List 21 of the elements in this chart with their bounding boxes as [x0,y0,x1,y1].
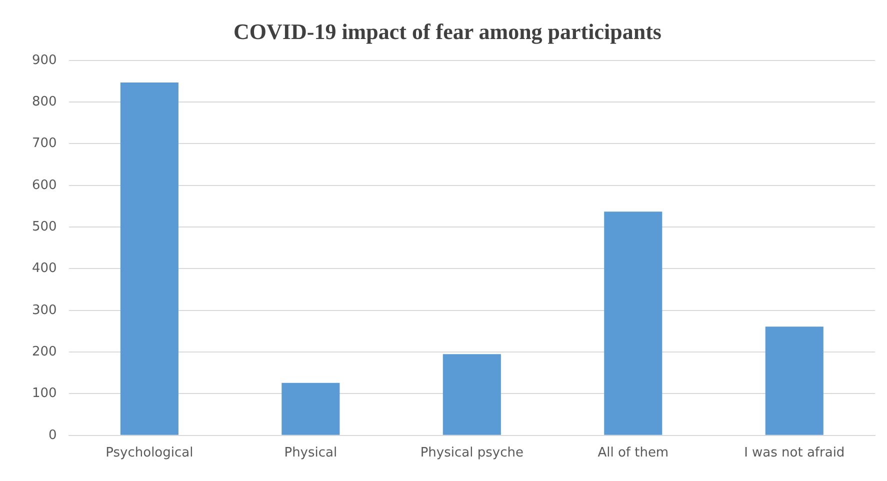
x-tick-label: Physical psyche [420,446,524,461]
bar [765,326,824,435]
x-tick-label: Psychological [106,446,194,461]
y-tick-label: 0 [48,428,57,443]
y-tick-label: 900 [32,52,57,68]
x-tick-label: I was not afraid [744,446,845,461]
x-tick-label: All of them [598,446,669,461]
x-tick-label: Physical [284,446,338,461]
bar [120,82,178,435]
y-tick-label: 400 [32,261,57,276]
y-tick-label: 600 [32,178,57,193]
bar [604,212,662,435]
y-tick-label: 300 [32,302,57,318]
y-tick-label: 800 [32,94,57,110]
bar [282,382,340,435]
y-tick-label: 100 [32,386,57,402]
y-tick-label: 700 [32,136,57,152]
y-tick-label: 500 [32,219,57,234]
y-tick-label: 200 [32,344,57,360]
bar [442,354,501,435]
chart-title: COVID-19 impact of fear among participants [234,18,662,44]
